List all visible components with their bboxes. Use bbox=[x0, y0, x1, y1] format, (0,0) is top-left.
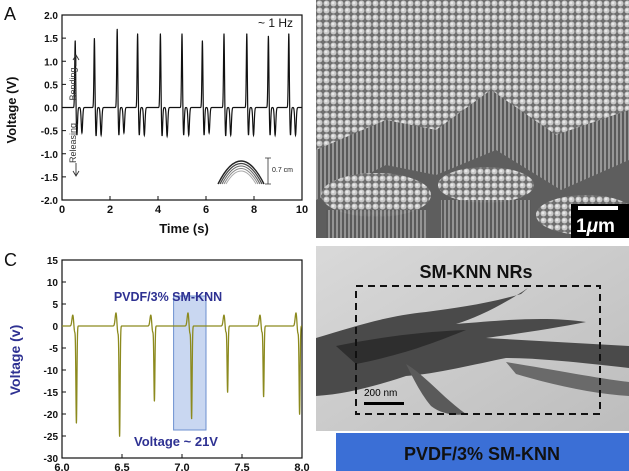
chart-c-ytick-label: -30 bbox=[44, 454, 59, 465]
chart-a-peak-point bbox=[288, 33, 289, 34]
chart-a-xtick-label: 8 bbox=[251, 204, 257, 216]
chart-a-xtick-label: 2 bbox=[107, 204, 113, 216]
chart-c-highlight-region bbox=[174, 296, 206, 430]
releasing-arrow-icon bbox=[73, 163, 79, 176]
bending-arrow-icon bbox=[73, 55, 79, 66]
chart-a-ytick-label: 1.0 bbox=[44, 57, 58, 68]
chart-a-ytick-label: 1.5 bbox=[44, 34, 58, 45]
chart-c-ytick-label: -15 bbox=[44, 388, 59, 399]
chart-a-ytick-label: 0.5 bbox=[44, 80, 58, 91]
chart-a-peak-point bbox=[202, 40, 203, 41]
bending-annotation: Bending bbox=[68, 67, 78, 100]
chart-c-ytick-label: -10 bbox=[44, 366, 59, 377]
chart-a-peak-point bbox=[160, 33, 161, 34]
sem-scale-unit: m bbox=[598, 216, 615, 237]
tem-title: SM-KNN NRs bbox=[419, 262, 532, 282]
chart-a-peak-point bbox=[268, 36, 269, 37]
chart-a-ytick-label: -0.5 bbox=[41, 127, 59, 138]
releasing-annotation: Releasing bbox=[68, 123, 78, 163]
chart-a-xtick-label: 0 bbox=[59, 204, 65, 216]
chart-c-spike-point bbox=[299, 414, 300, 415]
sem-micrograph: 1μm bbox=[316, 0, 629, 238]
chart-c-spike-point bbox=[154, 400, 155, 401]
chart-a-xtick-label: 6 bbox=[203, 204, 209, 216]
chart-c-spike-point bbox=[227, 392, 228, 393]
chart-c-ytick-label: 10 bbox=[47, 278, 59, 289]
chart-c-xtick-label: 6.5 bbox=[114, 462, 129, 471]
chart-a-ytick-label: -2.0 bbox=[41, 196, 59, 207]
chart-c-spike-point bbox=[191, 418, 192, 419]
chart-a-ytick-label: 0.0 bbox=[44, 104, 58, 115]
sem-scale-label: 1μm bbox=[576, 216, 615, 237]
chart-a-xtick-label: 4 bbox=[155, 204, 162, 216]
chart-c-spike-point bbox=[119, 436, 120, 437]
tem-banner-label: PVDF/3% SM-KNN bbox=[404, 444, 560, 464]
chart-a-peak-point bbox=[137, 33, 138, 34]
chart-a-ytick-label: -1.5 bbox=[41, 173, 59, 184]
chart-c-ytick-label: -20 bbox=[44, 410, 59, 421]
tem-scale-label: 200 nm bbox=[364, 388, 397, 399]
chart-c-ytick-label: 5 bbox=[52, 300, 58, 311]
chart-a-peak-point bbox=[181, 33, 182, 34]
chart-c-ytick-label: 0 bbox=[52, 322, 58, 333]
chart-a-peak-point bbox=[94, 38, 95, 39]
sem-scale-mu: μ bbox=[586, 216, 599, 237]
chart-a-peak-point bbox=[246, 33, 247, 34]
chart-a-peak-point bbox=[223, 33, 224, 34]
chart-a-xlabel: Time (s) bbox=[159, 221, 209, 236]
inset-scale-label: 0.7 cm bbox=[272, 167, 293, 174]
chart-c-ylabel: Voltage (v) bbox=[7, 325, 23, 396]
sample-label: PVDF/3% SM-KNN bbox=[114, 290, 222, 304]
chart-a-series-line bbox=[62, 29, 302, 136]
sem-scale-bar bbox=[578, 206, 618, 210]
chart-c-spike-point bbox=[76, 422, 77, 423]
voltage-label: Voltage ~ 21V bbox=[134, 434, 218, 449]
chart-a-peak-point bbox=[75, 40, 76, 41]
chart-a-peak-point bbox=[117, 29, 118, 30]
tem-scale-bar bbox=[364, 402, 404, 405]
chart-c-ytick-label: -5 bbox=[49, 344, 58, 355]
sem-scale-number: 1 bbox=[576, 216, 587, 237]
chart-a-ytick-label: -1.0 bbox=[41, 150, 59, 161]
chart-c-xtick-label: 7.0 bbox=[174, 462, 189, 471]
tem-micrograph: SM-KNN NRs 200 nm PVDF/3% SM-KNN bbox=[316, 246, 629, 471]
frequency-annotation: ~ 1 Hz bbox=[258, 16, 293, 30]
chart-c-xtick-label: 8.0 bbox=[294, 462, 309, 471]
chart-c-ytick-label: -25 bbox=[44, 432, 59, 443]
chart-c-ytick-label: 15 bbox=[47, 256, 59, 267]
chart-a-ylabel: Voltage (V) bbox=[4, 77, 19, 144]
bending-inset-icon bbox=[210, 148, 272, 188]
chart-a-xtick-label: 10 bbox=[296, 204, 308, 216]
chart-a: 0 2 4 6 8 10 2.0 1.5 1.0 0.5 0.0 -0.5 -1.0 -1.5 -2.0 V… bbox=[0, 0, 310, 240]
chart-c-spike-point bbox=[263, 396, 264, 397]
chart-c-xtick-label: 7.5 bbox=[234, 462, 249, 471]
chart-a-ytick-label: 2.0 bbox=[44, 11, 58, 22]
